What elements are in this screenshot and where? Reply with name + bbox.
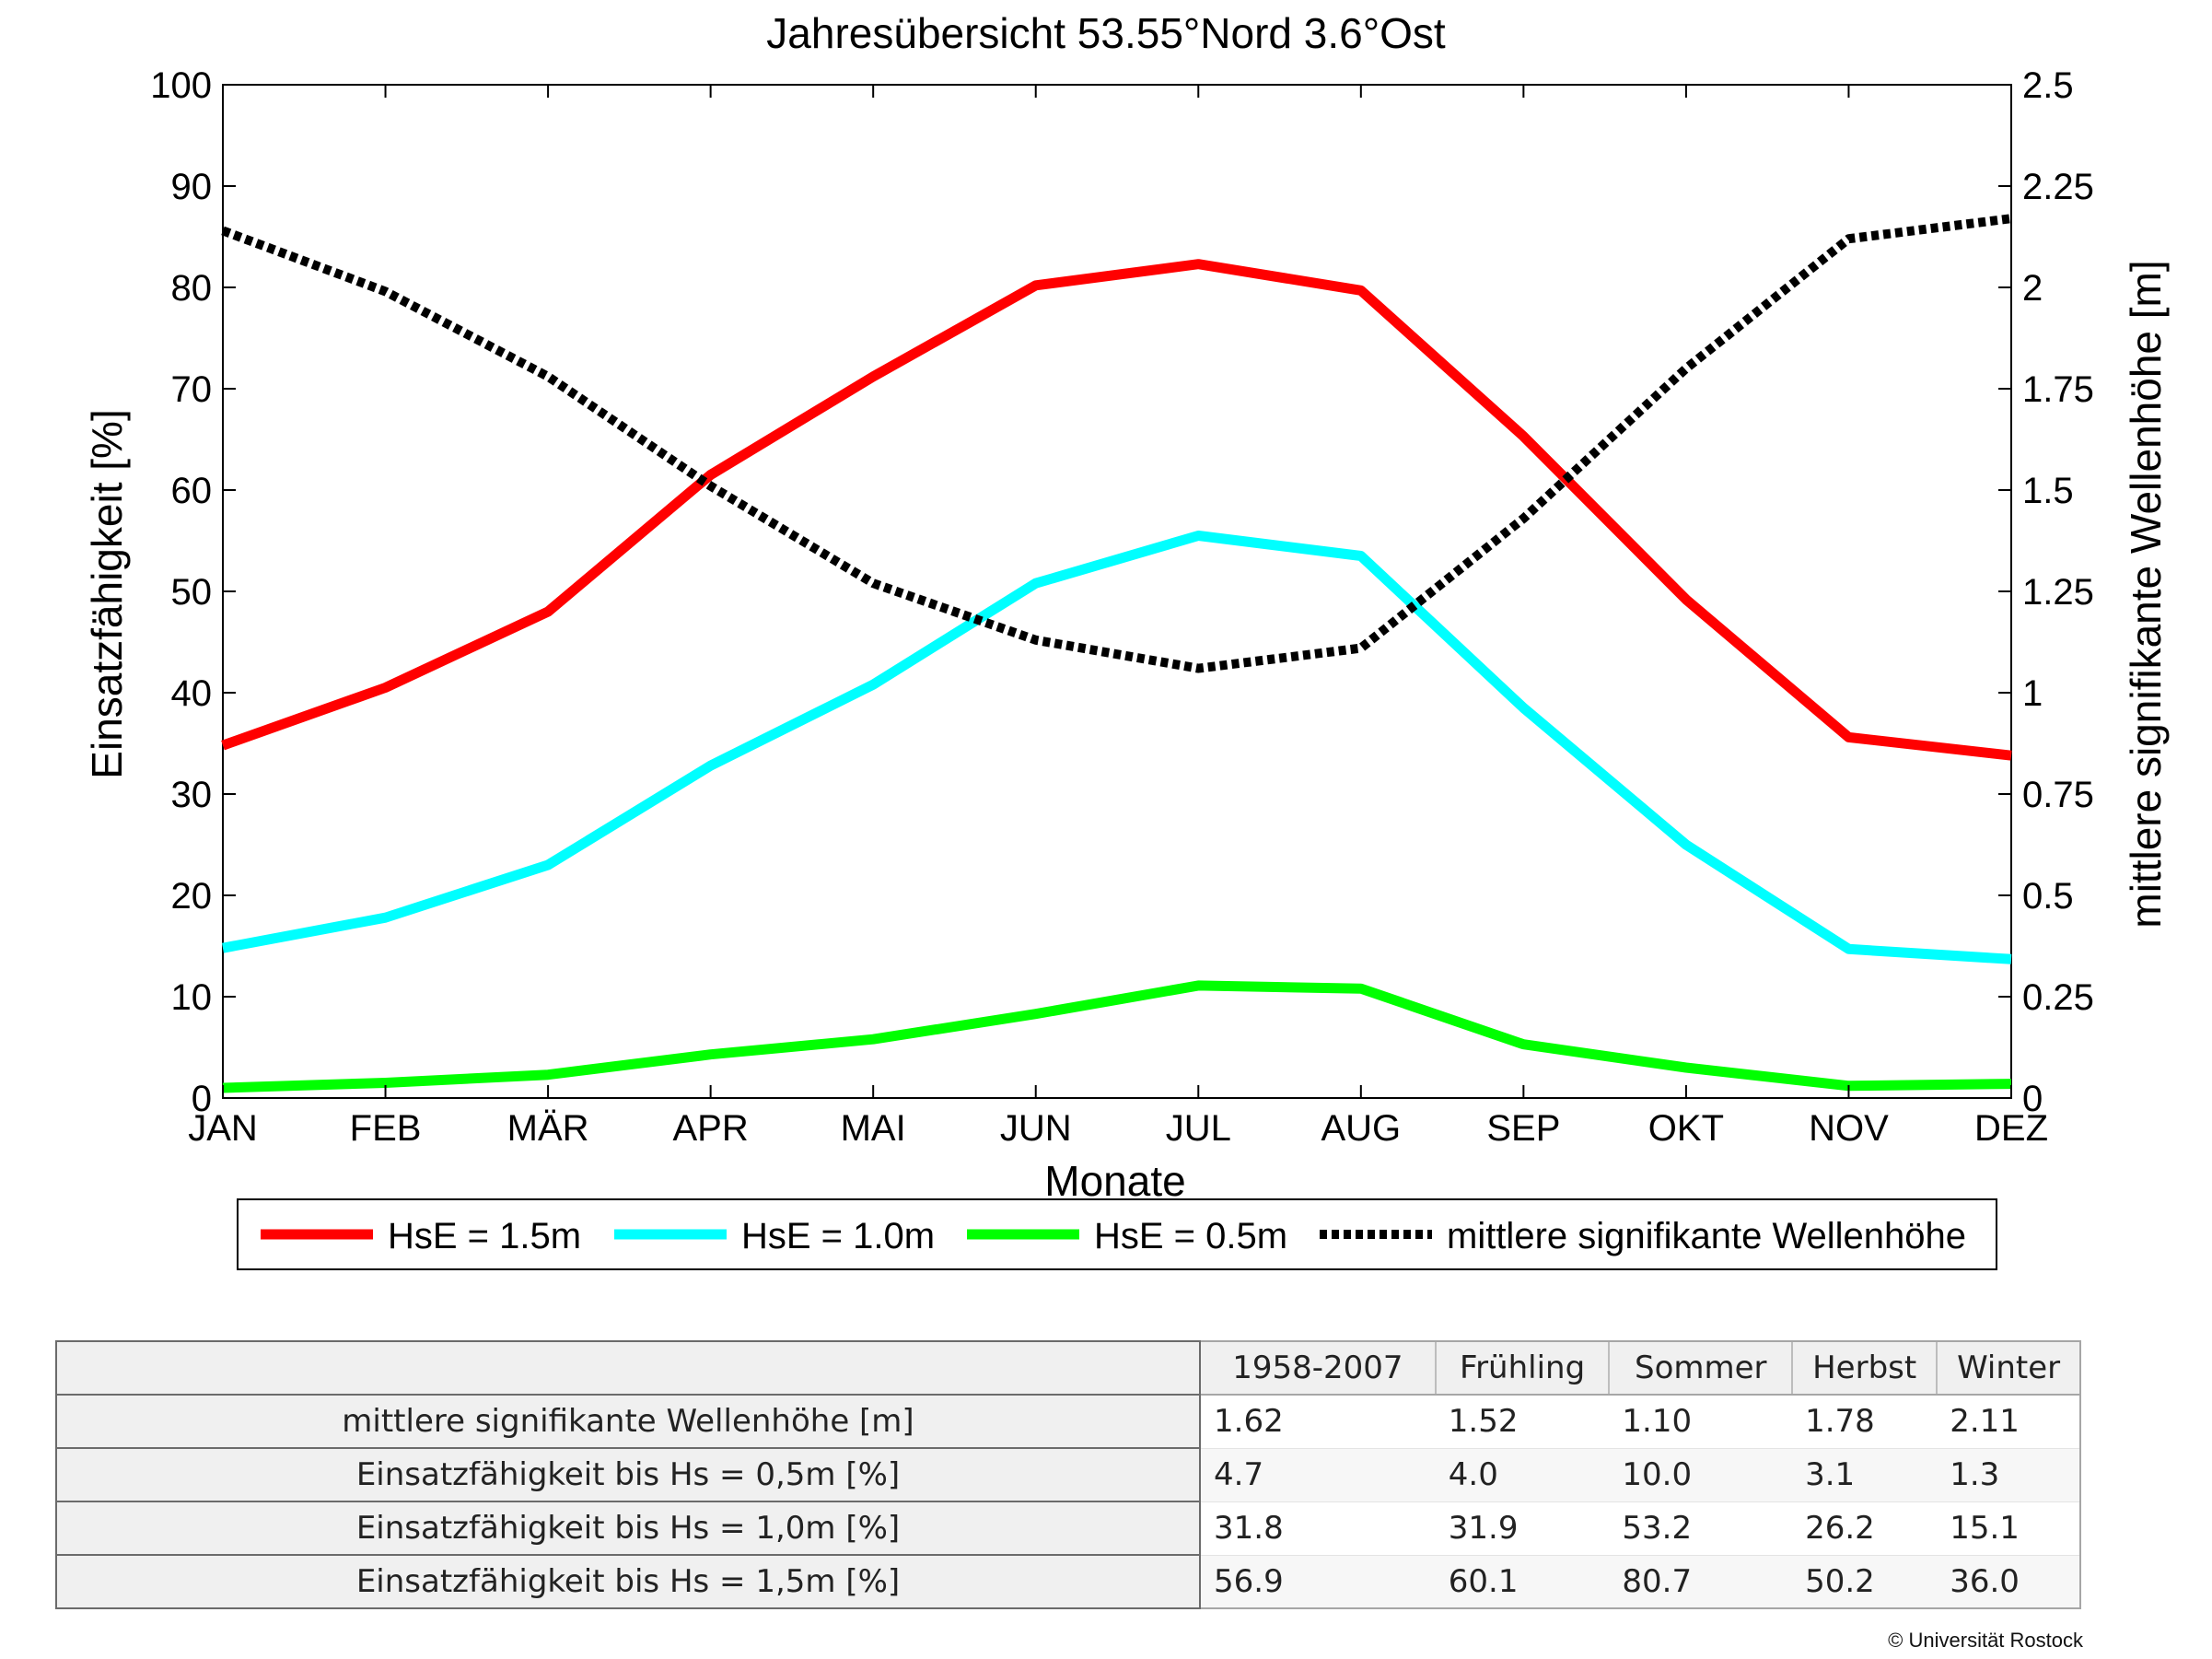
table-cell: 10.0 — [1609, 1448, 1793, 1502]
legend-label: HsE = 1.5m — [388, 1216, 581, 1256]
x-tick-label: NOV — [1809, 1108, 1889, 1149]
column-header: Sommer — [1608, 1340, 1793, 1396]
series-line-mittlere-signifikante-wellenh-he — [221, 214, 2012, 673]
table-cell: 56.9 — [1200, 1555, 1436, 1609]
x-tick-label: AUG — [1321, 1108, 1401, 1149]
row-label: Einsatzfähigkeit bis Hs = 0,5m [%] — [55, 1447, 1201, 1502]
plot-area — [222, 84, 2012, 1099]
y-tick-label: 10 — [171, 977, 213, 1018]
x-tick-label: DEZ — [1974, 1108, 2048, 1149]
table-cell: 26.2 — [1792, 1501, 1938, 1556]
y-tick-label: 70 — [171, 369, 213, 410]
table-cell: 31.8 — [1200, 1501, 1436, 1556]
x-tick-label: MAI — [841, 1108, 906, 1149]
table-cell: 53.2 — [1609, 1501, 1793, 1556]
y2-tick-label: 1.25 — [2022, 572, 2094, 613]
table-cell: 50.2 — [1792, 1555, 1938, 1609]
table-cell: 36.0 — [1937, 1555, 2081, 1609]
series-line-hse-1-5m — [221, 259, 2012, 761]
table-cell: 1.52 — [1435, 1395, 1610, 1449]
y2-tick-label: 1.5 — [2022, 471, 2074, 511]
table-cell: 80.7 — [1609, 1555, 1793, 1609]
seasonal-summary-table: 1958-2007 Frühling Sommer Herbst Winter … — [55, 1340, 2081, 1609]
table-row: Einsatzfähigkeit bis Hs = 0,5m [%] 4.7 4… — [55, 1447, 2081, 1502]
copyright-notice: © Universität Rostock — [1888, 1629, 2083, 1652]
table-cell: 1.62 — [1200, 1395, 1436, 1449]
table-cell: 1.10 — [1609, 1395, 1793, 1449]
table-header-row: 1958-2007 Frühling Sommer Herbst Winter — [55, 1340, 2081, 1396]
y2-tick-label: 1.75 — [2022, 369, 2094, 410]
y2-tick-label: 0.75 — [2022, 775, 2094, 815]
y-tick-label: 100 — [150, 65, 212, 106]
y2-tick-label: 2 — [2022, 268, 2043, 309]
table-cell: 1.78 — [1792, 1395, 1938, 1449]
row-label: mittlere signifikante Wellenhöhe [m] — [55, 1394, 1201, 1449]
x-tick-label: MÄR — [507, 1108, 589, 1149]
y-tick-label: 80 — [171, 268, 213, 309]
legend-label: HsE = 1.0m — [741, 1216, 935, 1256]
x-tick-label: JUN — [1000, 1108, 1072, 1149]
chart-legend: HsE = 1.5m HsE = 1.0m HsE = 0.5m mittlere s… — [237, 1198, 1997, 1270]
y2-tick-label: 2.5 — [2022, 65, 2074, 106]
table-row: Einsatzfähigkeit bis Hs = 1,0m [%] 31.8 … — [55, 1501, 2081, 1556]
y-tick-label: 50 — [171, 572, 213, 613]
annual-overview-chart: JAN FEB MÄR APR MAI JUN JUL AUG SEP OKT NOV DEZ0102… — [83, 9, 2170, 1270]
y2-tick-label: 1 — [2022, 673, 2043, 714]
y2-axis-label: mittlere signifikante Wellenhöhe [m] — [2122, 260, 2170, 928]
y-tick-label: 40 — [171, 673, 213, 714]
series-line-hse-1-0m — [221, 531, 2012, 964]
column-header: Frühling — [1434, 1340, 1610, 1396]
series-line-hse-0-5m — [222, 980, 2012, 1093]
table-cell: 31.9 — [1435, 1501, 1610, 1556]
table-cell: 2.11 — [1937, 1395, 2081, 1449]
table-cell: 60.1 — [1435, 1555, 1610, 1609]
legend-box — [237, 1198, 1997, 1270]
table-corner-cell — [55, 1340, 1201, 1396]
x-tick-label: OKT — [1648, 1108, 1724, 1149]
table-cell: 1.3 — [1937, 1448, 2081, 1502]
y2-tick-label: 0.25 — [2022, 977, 2094, 1018]
x-tick-label: APR — [673, 1108, 749, 1149]
table-cell: 4.7 — [1200, 1448, 1436, 1502]
column-header: 1958-2007 — [1199, 1340, 1436, 1396]
y2-tick-label: 2.25 — [2022, 167, 2094, 207]
column-header: Herbst — [1791, 1340, 1938, 1396]
x-tick-label: JUL — [1166, 1108, 1231, 1149]
y-tick-label: 30 — [171, 775, 213, 815]
y-tick-label: 60 — [171, 471, 213, 511]
x-tick-label: FEB — [350, 1108, 422, 1149]
table-cell: 4.0 — [1435, 1448, 1610, 1502]
y-tick-label: 20 — [171, 876, 213, 917]
y-tick-label: 90 — [171, 167, 213, 207]
y-tick-label: 0 — [192, 1079, 212, 1119]
y-axis-label: Einsatzfähigkeit [%] — [83, 409, 131, 778]
table-cell: 3.1 — [1792, 1448, 1938, 1502]
table-row: Einsatzfähigkeit bis Hs = 1,5m [%] 56.9 … — [55, 1554, 2081, 1609]
table-row: mittlere signifikante Wellenhöhe [m] 1.6… — [55, 1394, 2081, 1449]
y2-tick-label: 0 — [2022, 1079, 2043, 1119]
chart-title: Jahresübersicht 53.55°Nord 3.6°Ost — [766, 9, 1446, 57]
row-label: Einsatzfähigkeit bis Hs = 1,0m [%] — [55, 1501, 1201, 1556]
row-label: Einsatzfähigkeit bis Hs = 1,5m [%] — [55, 1554, 1201, 1609]
legend-label: HsE = 0.5m — [1094, 1216, 1287, 1256]
x-tick-label: JAN — [188, 1108, 258, 1149]
legend-label: mittlere signifikante Wellenhöhe — [1447, 1216, 1966, 1256]
x-tick-label: SEP — [1486, 1108, 1560, 1149]
table-cell: 15.1 — [1937, 1501, 2081, 1556]
x-axis-label: Monate — [1044, 1157, 1185, 1205]
y2-tick-label: 0.5 — [2022, 876, 2074, 917]
column-header: Winter — [1936, 1340, 2081, 1396]
